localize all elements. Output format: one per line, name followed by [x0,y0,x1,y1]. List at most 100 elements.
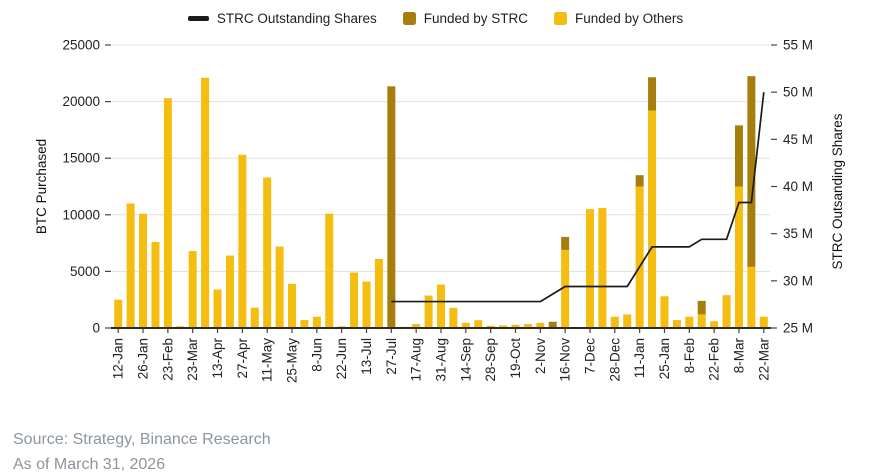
x-axis-tick-label: 7-Dec [582,338,597,374]
source-note: Source: Strategy, Binance Research [13,431,271,448]
right-axis-tick-label: 45 M [783,132,813,147]
x-axis-tick-label: 17-Aug [409,338,424,382]
legend: STRC Outstanding Shares Funded by STRC F… [0,8,871,28]
outstanding-shares-line [391,92,765,303]
bar-funded-by-others [188,251,197,328]
bar-funded-by-others [635,186,644,328]
bar-funded-by-others [486,325,495,328]
bar-funded-by-strc [648,77,657,111]
bar-funded-by-others [585,209,594,328]
bar-funded-by-others [139,213,148,328]
bar-funded-by-others [151,241,160,328]
x-axis-tick-label: 13-Apr [210,338,225,379]
bar-funded-by-others [362,281,371,328]
left-axis-tick-label: 25000 [62,38,100,53]
bar-funded-by-others [710,321,719,328]
bar-funded-by-others [759,316,768,328]
strc-swatch-icon [402,11,416,25]
x-axis-tick-label: 12-Jan [111,338,126,379]
x-axis-tick-label: 31-Aug [434,338,449,382]
x-axis-tick-label: 25-May [285,338,300,383]
bar-funded-by-others [660,296,669,328]
x-axis-tick-label: 23-Mar [185,338,200,381]
x-axis-tick-label: 23-Feb [160,338,175,381]
bar-funded-by-others [312,316,321,328]
bar-funded-by-others [523,324,532,328]
bar-funded-by-others [163,98,172,328]
left-axis-title: BTC Purchased [34,139,49,234]
x-axis-tick-label: 16-Nov [558,338,573,382]
left-axis-tick-label: 5000 [70,264,100,279]
x-axis-tick-label: 22-Mar [756,338,771,381]
bar-funded-by-others [300,320,309,328]
bar-funded-by-others [437,284,445,328]
legend-label-funded-by-strc: Funded by STRC [423,10,529,26]
x-axis-tick-label: 8-Jun [309,338,324,372]
legend-label-outstanding-shares: STRC Outstanding Shares [216,10,377,26]
bar-funded-by-others [685,316,694,328]
legend-item-funded-by-strc: Funded by STRC [402,10,529,26]
line-swatch-icon [187,15,209,21]
right-axis-tick-label: 50 M [783,85,813,100]
chart-svg: 0 5000 10000 15000 20000 25000 25 M 30 M 35 M 40 … [34,38,845,384]
bar-funded-by-others [672,320,681,328]
bar-funded-by-others [536,322,545,328]
bar-funded-by-others [126,203,135,328]
x-axis-tick-label: 28-Dec [607,338,622,382]
bar-funded-by-others [114,299,123,328]
bar-funded-by-others [499,325,508,328]
x-axis-tick-label: 11-May [260,338,275,382]
bar-funded-by-others [412,324,421,328]
bar-funded-by-others [561,249,570,328]
bar-funded-by-others [238,154,247,328]
x-axis-tick-label: 2-Nov [533,338,548,374]
bar-funded-by-others [213,289,222,328]
right-axis-tick-label: 30 M [783,273,813,288]
bar-funded-by-others [201,77,210,328]
bar-funded-by-others [648,110,657,328]
x-axis-tick-label: 28-Sep [483,338,498,382]
bar-funded-by-others [424,295,433,328]
bar-funded-by-others [511,324,520,328]
x-axis-tick-label: 8-Mar [731,338,746,374]
bar-funded-by-strc [387,86,396,329]
right-axis-title: STRC Outsanding Shares [830,113,845,269]
right-axis-tick-label: 40 M [783,179,813,194]
bar-funded-by-others [598,208,607,328]
x-axis-tick-label: 25-Jan [657,338,672,379]
right-axis-tick-label: 55 M [783,38,813,53]
bar-funded-by-strc [747,76,756,267]
bar-funded-by-strc [548,321,557,328]
bar-funded-by-strc [561,236,570,250]
x-axis-tick-label: 8-Feb [682,338,697,373]
bar-funded-by-strc [635,175,644,187]
x-axis-tick-label: 22-Feb [707,338,722,381]
bar-funded-by-others [623,314,632,328]
left-axis-tick-label: 15000 [62,151,100,166]
bar-funded-by-others [275,246,284,328]
bar-funded-by-others [722,295,731,328]
bar-funded-by-others [449,307,458,328]
footer: Source: Strategy, Binance Research As of… [13,427,271,475]
bar-funded-by-strc [697,300,706,315]
bar-funded-by-others [734,186,743,328]
as-of-note: As of March 31, 2026 [13,456,166,473]
x-axis-tick-label: 27-Jul [384,338,399,375]
bar-funded-by-strc [734,125,743,187]
legend-item-outstanding-shares: STRC Outstanding Shares [187,10,377,26]
bar-funded-by-others [225,255,234,328]
x-axis-tick-label: 27-Apr [235,338,250,379]
x-axis-tick-label: 19-Oct [508,338,523,379]
x-axis-tick-label: 14-Sep [458,338,473,382]
x-axis-tick-label: 22-Jun [334,338,349,379]
bar-funded-by-others [374,258,383,328]
bar-funded-by-others [461,322,470,328]
bar-funded-by-others [263,177,272,328]
x-axis-tick-label: 11-Jan [632,338,647,378]
legend-label-funded-by-others: Funded by Others [575,10,684,26]
bar-funded-by-others [250,307,259,328]
bar-funded-by-others [325,213,334,328]
bar-funded-by-others [610,316,619,328]
bar-funded-by-others [747,266,756,328]
